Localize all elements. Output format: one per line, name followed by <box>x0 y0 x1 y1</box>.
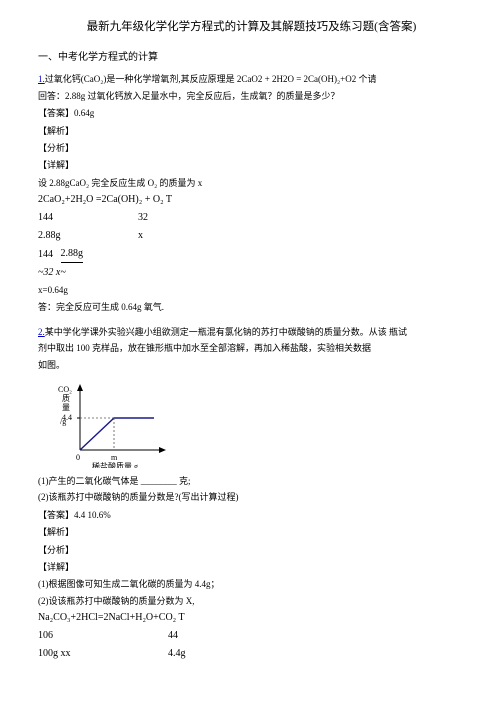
q2-det1: (1)根据图像可知生成二氧化碳的质量为 4.4g； <box>38 577 465 591</box>
question-2: 2.某中学化学课外实验兴趣小组欲测定一瓶混有氯化钠的苏打中碳酸钠的质量分数。从该… <box>38 325 465 339</box>
answer2-value: 4.4 10.6% <box>74 510 111 520</box>
q1-detail1: 设 2.88gCaO₂ 完全反应生成 O₂ 的质量为 x <box>38 176 465 190</box>
co2-chart: CO₂ 质 量 /g 4.4 0 m 稀盐酸质量 g <box>52 378 465 468</box>
svg-text:稀盐酸质量 g: 稀盐酸质量 g <box>92 461 138 468</box>
q1-result: x=0.64g <box>38 283 465 297</box>
parse2-label: 【解析】 <box>38 525 465 539</box>
answer-block: 【答案】0.64g <box>38 106 465 120</box>
q2-num: 2. <box>38 327 45 337</box>
q1-fraction: 144 2.88g <box>38 246 465 263</box>
q1-ratio: ~32 x~ <box>38 265 465 281</box>
q1-num: 1. <box>38 74 45 84</box>
detail2-label: 【详解】 <box>38 560 465 574</box>
q1-mass-x: x <box>138 228 143 244</box>
q1-frac-144: 144 <box>38 249 53 260</box>
q2-line1: 某中学化学课外实验兴趣小组欲测定一瓶混有氯化钠的苏打中碳酸钠的质量分数。从该 瓶… <box>45 327 407 337</box>
q2-det2: (2)设该瓶苏打中碳酸钠的质量分数为 X, <box>38 594 465 608</box>
q2-mass-106: 106 <box>38 628 168 644</box>
q2-mass-100gx: 100g xx <box>38 646 168 662</box>
q1-mass-144: 144 <box>38 210 138 226</box>
q1-frac-288: 2.88g <box>61 246 84 263</box>
svg-text:m: m <box>111 453 118 462</box>
svg-text:量: 量 <box>62 403 70 412</box>
answer-label: 【答案】 <box>38 108 74 118</box>
q2-equation: Na₂CO₃+2HCl=2NaCl+H₂O+CO₂ T <box>38 610 465 626</box>
parse-label: 【解析】 <box>38 124 465 138</box>
page-title: 最新九年级化学化学方程式的计算及其解题技巧及练习题(含答案) <box>38 18 465 36</box>
answer2-block: 【答案】4.4 10.6% <box>38 508 465 522</box>
q2-part1: (1)产生的二氧化碳气体是 ________ 克; <box>38 474 465 488</box>
q1-line1: 过氧化钙(CaO₂)是一种化学增氧剂,其反应原理是 2CaO2 + 2H2O =… <box>45 74 377 84</box>
answer2-label: 【答案】 <box>38 510 74 520</box>
q2-line2: 剂中取出 100 克样品，放在锥形瓶中加水至全部溶解，再加入稀盐酸，实验相关数据 <box>38 341 465 355</box>
q1-mass-32: 32 <box>138 210 148 226</box>
q2-part2: (2)该瓶苏打中碳酸钠的质量分数是?(写出计算过程) <box>38 490 465 504</box>
svg-text:4.4: 4.4 <box>62 413 72 422</box>
q2-mass-44g: 4.4g <box>168 646 186 662</box>
q2-row2: 100g xx 4.4g <box>38 646 465 662</box>
question-1: 1.过氧化钙(CaO₂)是一种化学增氧剂,其反应原理是 2CaO2 + 2H2O… <box>38 72 465 86</box>
q2-line3: 如图。 <box>38 358 465 372</box>
analyse-label: 【分析】 <box>38 141 465 155</box>
q2-mass-44: 44 <box>168 628 178 644</box>
answer-value: 0.64g <box>74 108 94 118</box>
section-heading: 一、中考化学方程式的计算 <box>38 50 465 66</box>
q1-equation: 2CaO₂+2H₂O =2Ca(OH)₂ + O₂ T <box>38 192 465 208</box>
q1-mass-288: 2.88g <box>38 228 138 244</box>
q2-row1: 106 44 <box>38 628 465 644</box>
svg-text:CO₂: CO₂ <box>58 385 72 394</box>
svg-text:质: 质 <box>62 393 70 403</box>
q1-row2: 2.88g x <box>38 228 465 244</box>
q1-line2: 回答：2.88g 过氧化钙放入足量水中，完全反应后，生成氧？的质量是多少？ <box>38 89 465 103</box>
detail-label: 【详解】 <box>38 158 465 172</box>
q1-row1: 144 32 <box>38 210 465 226</box>
svg-text:0: 0 <box>76 453 80 462</box>
q1-conclusion: 答：完全反应可生成 0.64g 氧气. <box>38 300 465 314</box>
analyse2-label: 【分析】 <box>38 543 465 557</box>
